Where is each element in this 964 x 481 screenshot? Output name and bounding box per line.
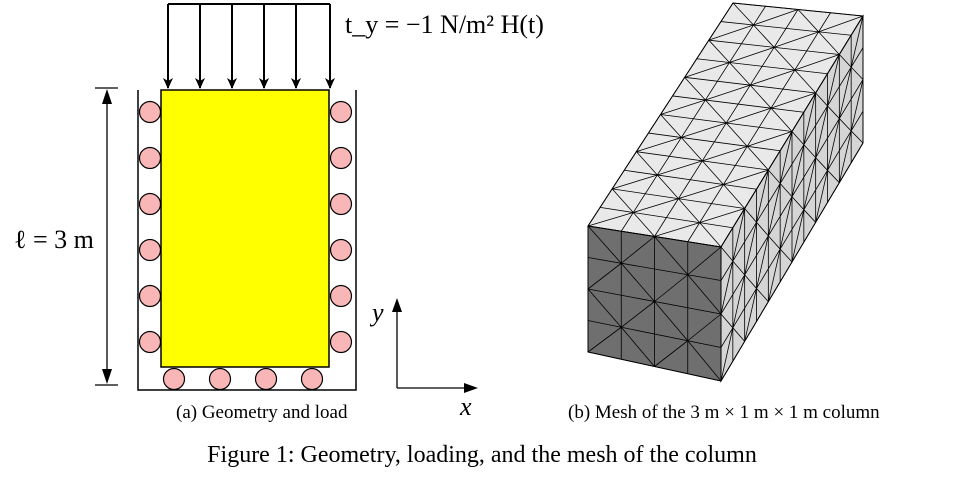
column-body — [160, 89, 330, 368]
roller — [138, 100, 162, 124]
roller — [138, 238, 162, 262]
left-roller-supports — [138, 100, 162, 354]
x-axis-label: x — [460, 392, 472, 421]
container-walls — [137, 90, 357, 391]
roller — [138, 284, 162, 308]
roller — [329, 146, 353, 170]
right-roller-supports — [329, 100, 353, 354]
geometry-diagram — [95, 3, 478, 393]
roller — [300, 367, 324, 391]
subfigure-b-caption: (b) Mesh of the 3 m × 1 m × 1 m column — [568, 402, 880, 423]
roller — [138, 192, 162, 216]
roller — [329, 238, 353, 262]
load-arrows — [163, 3, 335, 89]
roller — [329, 330, 353, 354]
roller — [162, 367, 186, 391]
roller — [208, 367, 232, 391]
y-axis-label: y — [372, 298, 384, 327]
roller — [329, 192, 353, 216]
length-dimension — [95, 87, 118, 386]
bottom-roller-supports — [162, 367, 324, 391]
column-mesh — [587, 2, 864, 383]
mesh-top-face-grid — [587, 2, 864, 248]
figure-caption: Figure 1: Geometry, loading, and the mes… — [207, 442, 757, 468]
roller — [138, 330, 162, 354]
roller — [138, 146, 162, 170]
coordinate-axes — [392, 298, 478, 393]
roller — [329, 100, 353, 124]
length-label: ℓ = 3 m — [14, 225, 94, 254]
roller — [254, 367, 278, 391]
figure-drawing — [95, 2, 864, 393]
load-label: t_y = −1 N/m² H(t) — [345, 10, 544, 39]
mesh-front-face-grid — [587, 225, 722, 382]
roller — [329, 284, 353, 308]
subfigure-a-caption: (a) Geometry and load — [176, 402, 348, 423]
